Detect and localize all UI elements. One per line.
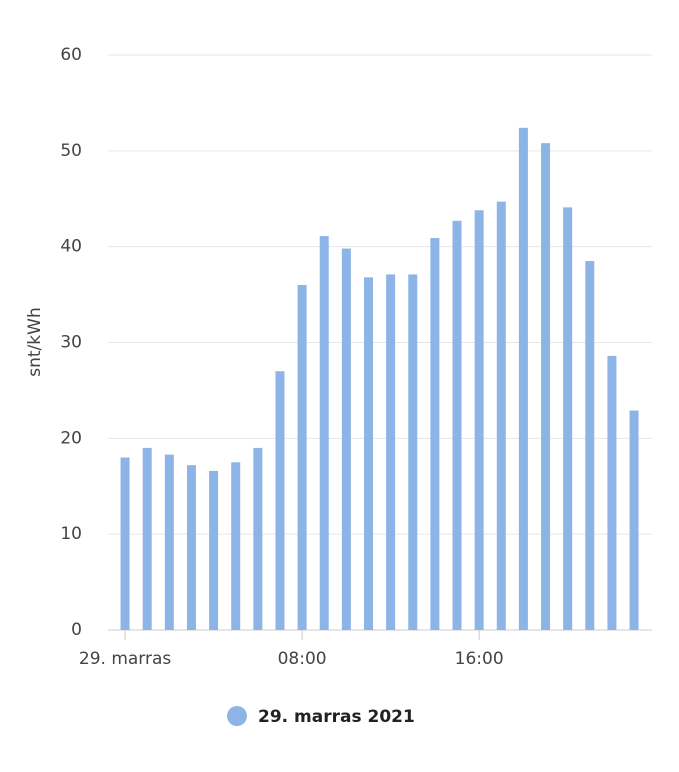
bar <box>319 236 329 630</box>
y-tick-label: 50 <box>60 141 82 161</box>
bar <box>474 210 484 630</box>
bar <box>341 248 351 631</box>
y-axis-label: snt/kWh <box>25 307 45 376</box>
bar <box>209 470 219 630</box>
bar <box>496 201 506 630</box>
bar <box>120 457 130 630</box>
bar <box>452 220 462 630</box>
legend-marker <box>227 706 247 726</box>
bar <box>585 261 595 630</box>
y-tick-label: 10 <box>60 524 82 544</box>
y-tick-label: 20 <box>60 428 82 448</box>
legend-label: 29. marras 2021 <box>258 707 415 727</box>
bar <box>518 127 528 630</box>
bar <box>430 238 440 630</box>
bar <box>186 465 196 630</box>
bar <box>253 447 263 630</box>
bar <box>629 410 639 630</box>
bar <box>563 207 573 630</box>
bar <box>231 462 241 630</box>
bar <box>386 274 396 630</box>
y-tick-label: 60 <box>60 45 82 65</box>
x-tick-label: 29. marras <box>79 649 172 669</box>
x-tick-label: 16:00 <box>455 649 504 669</box>
bar <box>541 143 551 630</box>
bar <box>142 447 152 630</box>
bar <box>363 277 373 630</box>
bar <box>607 355 617 630</box>
y-tick-label: 40 <box>60 237 82 257</box>
bar <box>408 274 418 630</box>
bar <box>275 371 285 630</box>
x-tick-label: 08:00 <box>278 649 327 669</box>
bar <box>297 285 307 630</box>
y-tick-label: 0 <box>71 620 82 640</box>
y-tick-label: 30 <box>60 333 82 353</box>
bar <box>164 454 174 630</box>
